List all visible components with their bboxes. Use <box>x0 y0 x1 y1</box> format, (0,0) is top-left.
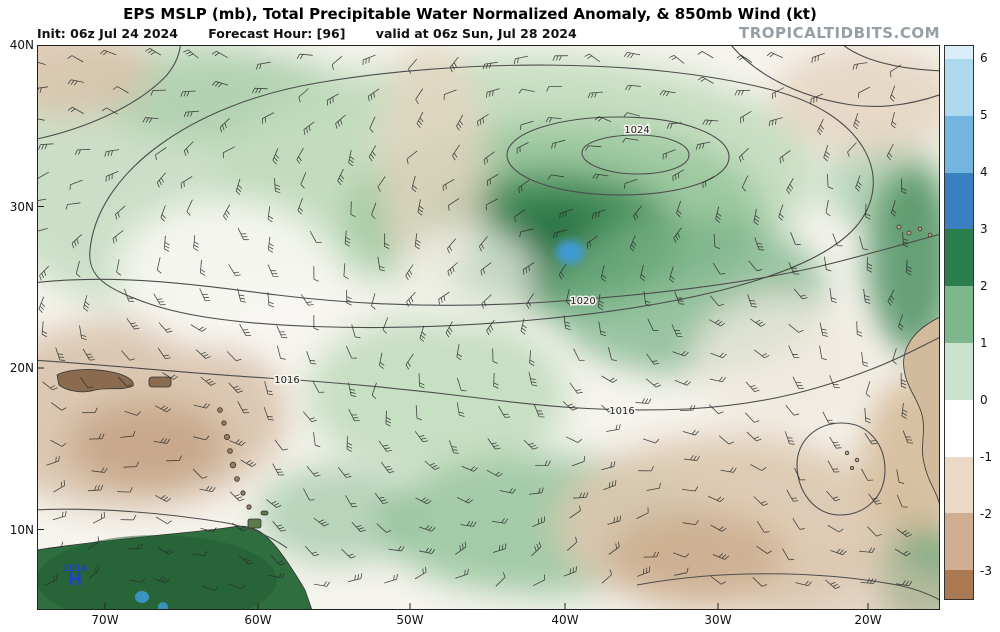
colorbar <box>944 45 974 600</box>
wind-barbs <box>37 48 914 591</box>
lon-label: 40W <box>551 613 579 627</box>
colorbar-segment <box>945 286 973 343</box>
map-border <box>37 45 940 610</box>
hispaniola-island <box>56 369 134 393</box>
canary-islands <box>896 224 933 238</box>
lesser-antilles-islands <box>217 407 252 510</box>
forecast-hour-label: Forecast Hour: [96] <box>208 26 346 41</box>
colorbar-segment <box>945 46 973 59</box>
chart-title: EPS MSLP (mb), Total Precipitable Water … <box>123 5 817 23</box>
colorbar-tick-label: -2 <box>980 507 992 521</box>
colorbar-segment <box>945 172 973 230</box>
colorbar-segment <box>945 342 973 400</box>
init-time-label: Init: 06z Jul 24 2024 <box>37 26 178 41</box>
anomaly-max-core <box>556 240 584 264</box>
anomaly-shading <box>37 45 940 610</box>
lat-label: 20N <box>9 361 34 375</box>
colorbar-tick-label: 2 <box>980 279 988 293</box>
colorbar-segment <box>945 229 973 287</box>
africa-coast <box>903 316 940 508</box>
site-watermark: TROPICALTIDBITS.COM <box>739 24 940 42</box>
land-outlines <box>37 224 940 610</box>
lat-label: 40N <box>9 38 34 52</box>
tobago-island <box>260 510 269 516</box>
lat-label: 10N <box>9 522 34 537</box>
colorbar-segment <box>945 115 973 173</box>
lon-label: 30W <box>704 613 732 627</box>
colorbar-tick-label: 6 <box>980 51 988 65</box>
lon-label: 20W <box>854 613 882 627</box>
pressure-center-symbol: H <box>68 570 82 590</box>
puerto-rico-island <box>148 376 172 388</box>
colorbar-segment <box>945 399 973 457</box>
colorbar-tick-label: 3 <box>980 222 988 236</box>
colorbar-tick-label: -1 <box>980 450 992 464</box>
colorbar-tick-label: -3 <box>980 564 992 578</box>
pressure-center-value: 1014 <box>62 564 87 574</box>
colorbar-tick-label: 0 <box>980 393 988 407</box>
colorbar-segment <box>945 58 973 116</box>
valid-time-label: valid at 06z Sun, Jul 28 2024 <box>375 26 577 41</box>
axis-ticks <box>37 206 869 610</box>
cape-verde-islands <box>844 450 860 470</box>
colorbar-tick-label: 4 <box>980 165 988 179</box>
contour-label-group: 1024 1020 1016 1016 <box>273 124 651 419</box>
contour-label: 1020 <box>570 296 595 307</box>
map-area: 1024 1020 1016 1016 1014 H <box>37 45 940 610</box>
lat-label: 30N <box>9 199 34 214</box>
contour-label: 1024 <box>624 125 649 136</box>
colorbar-tick-label: 1 <box>980 336 988 350</box>
lon-label: 60W <box>244 613 272 627</box>
lon-label: 50W <box>396 613 424 627</box>
contour-label: 1016 <box>274 375 299 386</box>
trinidad-island <box>247 518 262 529</box>
colorbar-segment <box>945 570 973 600</box>
contour-label: 1016 <box>609 406 634 417</box>
colorbar-tick-label: 5 <box>980 108 988 122</box>
run-info-bar: Init: 06z Jul 24 2024 Forecast Hour: [96… <box>37 26 603 41</box>
lon-label: 70W <box>91 613 119 627</box>
colorbar-segment <box>945 513 973 571</box>
colorbar-segment <box>945 456 973 514</box>
